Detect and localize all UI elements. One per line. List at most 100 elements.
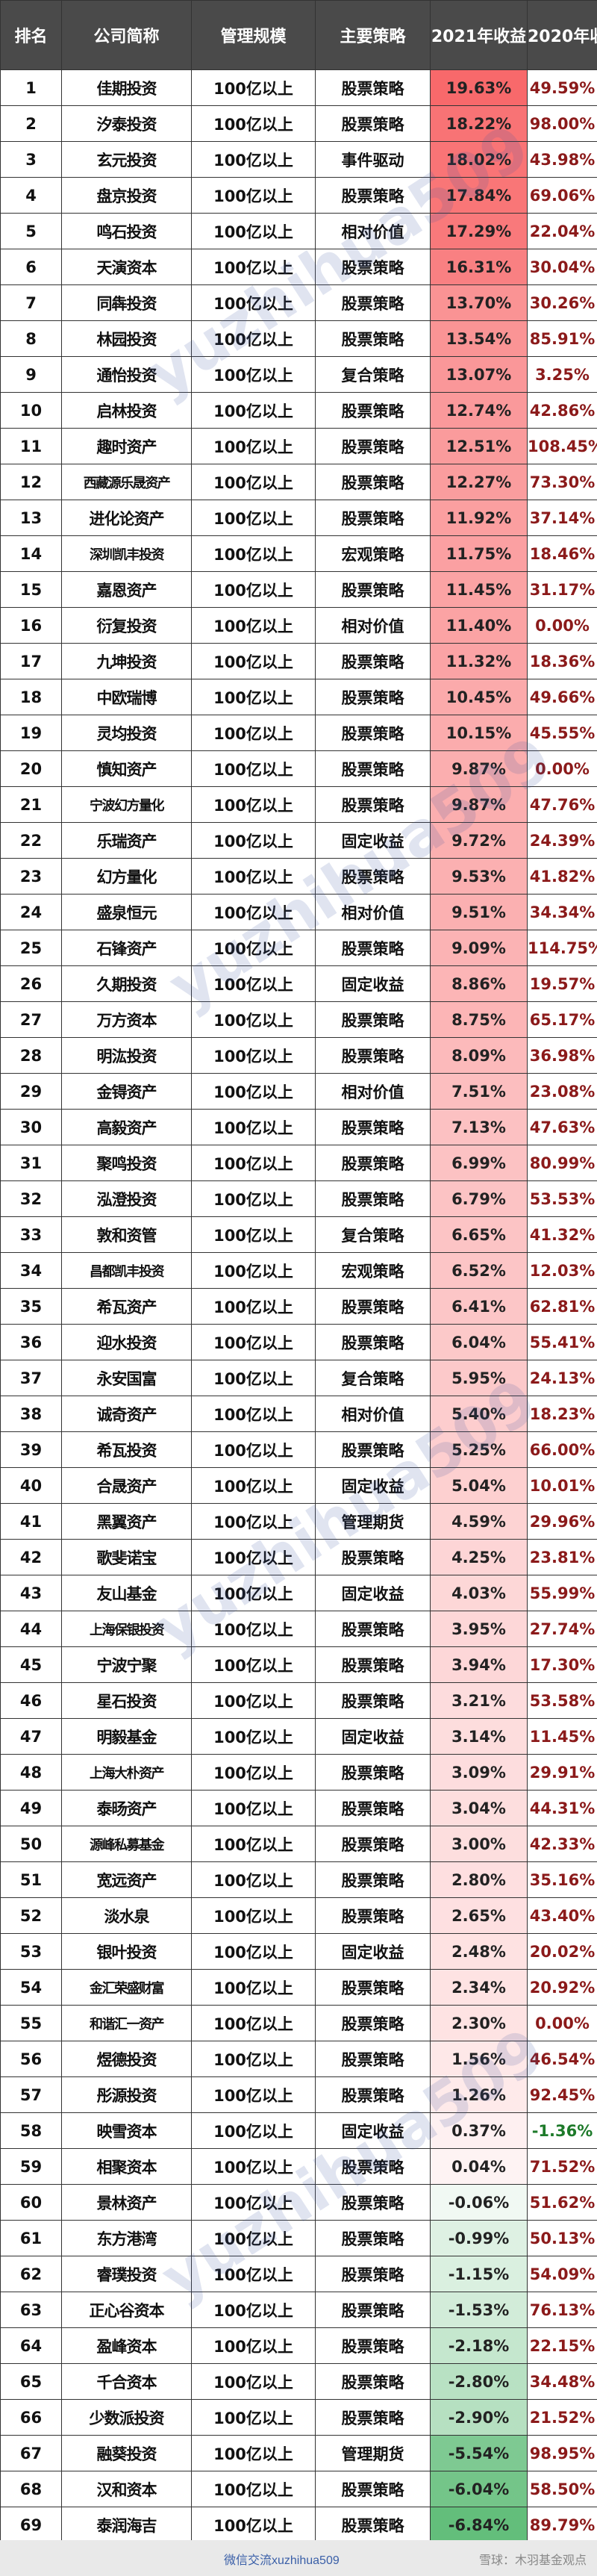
strategy-cell: 管理期货 <box>315 1503 431 1540</box>
company-cell: 上海大朴资产 <box>61 1754 192 1791</box>
rank-cell: 23 <box>0 858 62 895</box>
strategy-cell: 股票策略 <box>315 2471 431 2507</box>
company-cell: 深圳凯丰投资 <box>61 535 192 572</box>
return-2020-cell: 62.81% <box>527 1288 597 1325</box>
return-2020-cell: 80.99% <box>527 1145 597 1181</box>
table-row: 43 友山基金 100亿以上 固定收益 4.03% 55.99% <box>0 1575 597 1611</box>
company-cell: 乐瑞资产 <box>61 822 192 859</box>
rank-cell: 4 <box>0 177 62 214</box>
rank-cell: 2 <box>0 105 62 142</box>
return-2021-cell: 4.25% <box>430 1539 528 1575</box>
return-2021-cell: -5.54% <box>430 2435 528 2471</box>
company-cell: 天演资本 <box>61 249 192 285</box>
strategy-cell: 股票策略 <box>315 1539 431 1575</box>
return-2021-cell: 17.29% <box>430 213 528 249</box>
scale-cell: 100亿以上 <box>191 2292 316 2328</box>
strategy-cell: 股票策略 <box>315 571 431 608</box>
rank-cell: 65 <box>0 2363 62 2400</box>
return-2020-cell: 21.52% <box>527 2399 597 2436</box>
return-2021-cell: 2.80% <box>430 1861 528 1898</box>
scale-cell: 100亿以上 <box>191 2112 316 2149</box>
scale-cell: 100亿以上 <box>191 1252 316 1289</box>
return-2020-cell: 47.76% <box>527 786 597 823</box>
table-row: 37 永安国富 100亿以上 复合策略 5.95% 24.13% <box>0 1360 597 1396</box>
table-row: 12 西藏源乐晟资产 100亿以上 股票策略 12.27% 73.30% <box>0 464 597 500</box>
rank-cell: 60 <box>0 2184 62 2221</box>
table-row: 46 星石投资 100亿以上 股票策略 3.21% 53.58% <box>0 1682 597 1719</box>
strategy-cell: 股票策略 <box>315 249 431 285</box>
return-2021-cell: -1.15% <box>430 2256 528 2292</box>
table-row: 27 万方资本 100亿以上 股票策略 8.75% 65.17% <box>0 1001 597 1038</box>
table-row: 41 黑翼资产 100亿以上 管理期货 4.59% 29.96% <box>0 1503 597 1540</box>
strategy-cell: 事件驱动 <box>315 141 431 178</box>
company-cell: 趣时资产 <box>61 428 192 464</box>
table-row: 19 灵均投资 100亿以上 股票策略 10.15% 45.55% <box>0 715 597 751</box>
scale-cell: 100亿以上 <box>191 1826 316 1862</box>
company-cell: 睿璞投资 <box>61 2256 192 2292</box>
return-2021-cell: 6.52% <box>430 1252 528 1289</box>
return-2020-cell: 34.34% <box>527 894 597 930</box>
company-cell: 泰旸资产 <box>61 1790 192 1826</box>
company-cell: 和谐汇一资产 <box>61 2005 192 2041</box>
return-2021-cell: 9.51% <box>430 894 528 930</box>
rank-cell: 50 <box>0 1826 62 1862</box>
return-2020-cell: 19.57% <box>527 965 597 1002</box>
company-cell: 淡水泉 <box>61 1897 192 1934</box>
scale-cell: 100亿以上 <box>191 2363 316 2400</box>
company-cell: 希瓦资产 <box>61 1288 192 1325</box>
table-row: 59 相聚资本 100亿以上 股票策略 0.04% 71.52% <box>0 2148 597 2185</box>
company-cell: 千合资本 <box>61 2363 192 2400</box>
rank-cell: 44 <box>0 1611 62 1647</box>
scale-cell: 100亿以上 <box>191 750 316 787</box>
rank-cell: 34 <box>0 1252 62 1289</box>
company-cell: 少数派投资 <box>61 2399 192 2436</box>
scale-cell: 100亿以上 <box>191 1324 316 1360</box>
scale-cell: 100亿以上 <box>191 715 316 751</box>
scale-cell: 100亿以上 <box>191 1145 316 1181</box>
scale-cell: 100亿以上 <box>191 1109 316 1145</box>
company-cell: 衍复投资 <box>61 607 192 644</box>
table-row: 39 希瓦投资 100亿以上 股票策略 5.25% 66.00% <box>0 1431 597 1468</box>
table-row: 29 金锝资产 100亿以上 相对价值 7.51% 23.08% <box>0 1073 597 1110</box>
company-cell: 金汇荣盛财富 <box>61 1969 192 2006</box>
return-2021-cell: 6.04% <box>430 1324 528 1360</box>
return-2020-cell: 71.52% <box>527 2148 597 2185</box>
company-cell: 彤源投资 <box>61 2076 192 2113</box>
rank-cell: 46 <box>0 1682 62 1719</box>
rank-cell: 37 <box>0 1360 62 1396</box>
strategy-cell: 股票策略 <box>315 464 431 500</box>
company-cell: 迎水投资 <box>61 1324 192 1360</box>
table-row: 45 宁波宁聚 100亿以上 股票策略 3.94% 17.30% <box>0 1646 597 1683</box>
table-row: 16 衍复投资 100亿以上 相对价值 11.40% 0.00% <box>0 607 597 644</box>
return-2021-cell: -6.04% <box>430 2471 528 2507</box>
rank-cell: 24 <box>0 894 62 930</box>
company-cell: 宁波幻方量化 <box>61 786 192 823</box>
rank-cell: 53 <box>0 1933 62 1970</box>
strategy-cell: 复合策略 <box>315 1360 431 1396</box>
strategy-cell: 股票策略 <box>315 1109 431 1145</box>
scale-cell: 100亿以上 <box>191 105 316 142</box>
return-2021-cell: 13.07% <box>430 356 528 393</box>
header-scale: 管理规模 <box>191 0 316 70</box>
table-row: 61 东方港湾 100亿以上 股票策略 -0.99% 50.13% <box>0 2220 597 2256</box>
company-cell: 黑翼资产 <box>61 1503 192 1540</box>
company-cell: 明毅基金 <box>61 1718 192 1755</box>
strategy-cell: 股票策略 <box>315 2220 431 2256</box>
rank-cell: 8 <box>0 320 62 357</box>
return-2021-cell: 4.03% <box>430 1575 528 1611</box>
table-row: 65 千合资本 100亿以上 股票策略 -2.80% 34.48% <box>0 2363 597 2400</box>
company-cell: 进化论资产 <box>61 500 192 536</box>
company-cell: 盘京投资 <box>61 177 192 214</box>
rank-cell: 58 <box>0 2112 62 2149</box>
return-2021-cell: 11.92% <box>430 500 528 536</box>
scale-cell: 100亿以上 <box>191 2041 316 2077</box>
return-2021-cell: 10.15% <box>430 715 528 751</box>
rank-cell: 1 <box>0 69 62 106</box>
scale-cell: 100亿以上 <box>191 1969 316 2006</box>
strategy-cell: 股票策略 <box>315 2184 431 2221</box>
scale-cell: 100亿以上 <box>191 930 316 966</box>
strategy-cell: 股票策略 <box>315 679 431 715</box>
return-2020-cell: 43.40% <box>527 1897 597 1934</box>
scale-cell: 100亿以上 <box>191 1754 316 1791</box>
company-cell: 同犇投资 <box>61 284 192 321</box>
